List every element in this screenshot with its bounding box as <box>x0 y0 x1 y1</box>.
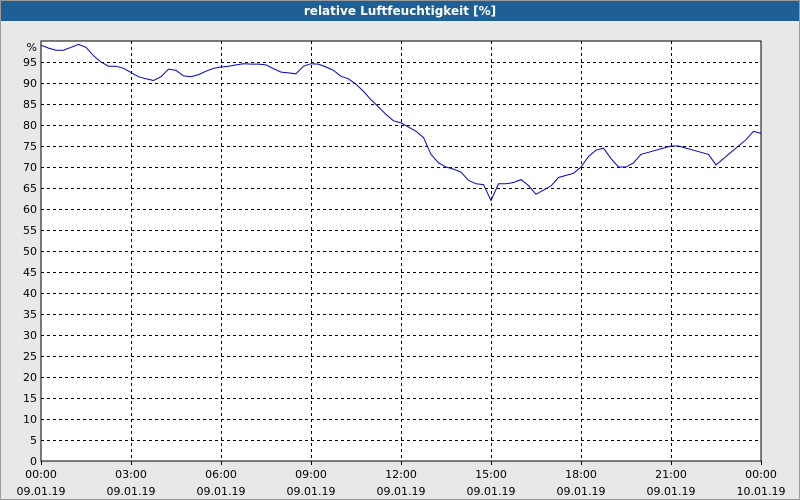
x-tick-time: 12:00 <box>385 468 417 481</box>
x-tick-date: 09.01.19 <box>17 485 66 498</box>
x-tick-date: 09.01.19 <box>557 485 606 498</box>
y-tick-label: 70 <box>23 161 37 174</box>
x-tick-time: 03:00 <box>115 468 147 481</box>
x-tick-date: 09.01.19 <box>647 485 696 498</box>
y-tick-label: 45 <box>23 266 37 279</box>
y-tick-label: 10 <box>23 413 37 426</box>
x-tick-time: 06:00 <box>205 468 237 481</box>
x-tick-time: 00:00 <box>745 468 777 481</box>
x-tick-date: 09.01.19 <box>467 485 516 498</box>
x-tick-time: 09:00 <box>295 468 327 481</box>
tick-labels: 0 5 10 15 20 25 30 35 40 45 50 55 60 65 70 75 80 85 90 95% 0… <box>17 41 786 498</box>
y-tick-label: 35 <box>23 308 37 321</box>
x-tick-date: 09.01.19 <box>197 485 246 498</box>
y-tick-label: 60 <box>23 203 37 216</box>
chart-title: relative Luftfeuchtigkeit [%] <box>1 1 799 21</box>
y-tick-label: 30 <box>23 329 37 342</box>
x-tick-date: 09.01.19 <box>107 485 156 498</box>
y-tick-label: 25 <box>23 350 37 363</box>
x-tick-time: 15:00 <box>475 468 507 481</box>
y-tick-label: 5 <box>30 434 37 447</box>
y-tick-label: 40 <box>23 287 37 300</box>
y-tick-label: 90 <box>23 77 37 90</box>
y-tick-label: 65 <box>23 182 37 195</box>
grid-lines <box>41 41 761 461</box>
y-tick-label: 85 <box>23 98 37 111</box>
y-tick-label: 20 <box>23 371 37 384</box>
x-tick-time: 21:00 <box>655 468 687 481</box>
y-tick-label: 55 <box>23 224 37 237</box>
y-tick-label: 0 <box>30 455 37 468</box>
humidity-series-line <box>40 43 762 202</box>
y-tick-label: 50 <box>23 245 37 258</box>
y-tick-label: 80 <box>23 119 37 132</box>
x-tick-date: 10.01.19 <box>737 485 786 498</box>
x-tick-time: 18:00 <box>565 468 597 481</box>
y-axis-unit-label: % <box>27 41 37 54</box>
y-tick-label: 95 <box>23 56 37 69</box>
x-tick-date: 09.01.19 <box>287 485 336 498</box>
x-tick-time: 00:00 <box>25 468 57 481</box>
y-tick-label: 15 <box>23 392 37 405</box>
y-tick-label: 75 <box>23 140 37 153</box>
x-tick-date: 09.01.19 <box>377 485 426 498</box>
